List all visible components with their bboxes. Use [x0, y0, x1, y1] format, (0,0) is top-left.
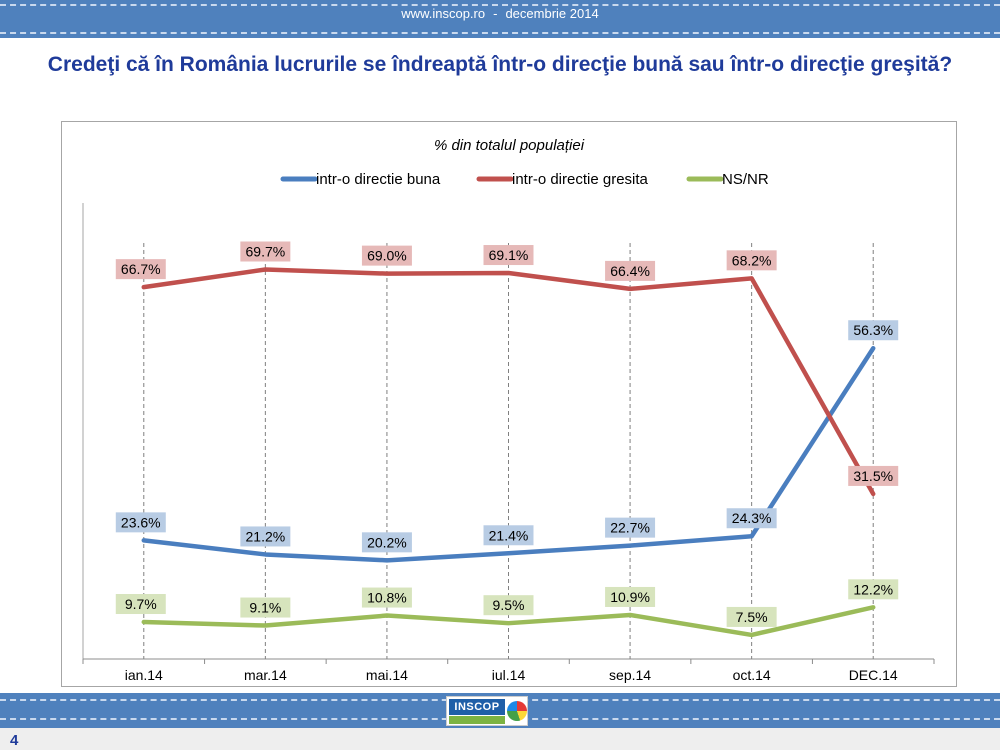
data-label: 68.2%: [732, 252, 772, 268]
data-label: 7.5%: [736, 609, 768, 625]
data-label: 20.2%: [367, 534, 407, 550]
data-label-bg: [848, 579, 899, 600]
header-separator: -: [493, 6, 498, 21]
data-label: 66.7%: [121, 261, 161, 277]
logo-text: INSCOP: [449, 699, 505, 715]
x-tick-label: oct.14: [733, 667, 771, 683]
x-tick-label: mar.14: [244, 667, 287, 683]
header-dash-bottom: [0, 32, 1000, 34]
data-label: 31.5%: [853, 468, 893, 484]
x-tick-label: sep.14: [609, 667, 651, 683]
data-label-bg: [361, 587, 412, 608]
legend-label: intr-o directie gresita: [512, 171, 649, 188]
x-tick-label: iul.14: [492, 667, 526, 683]
data-label: 69.1%: [489, 247, 529, 263]
data-label: 21.4%: [489, 527, 529, 543]
line-chart: ian.14 mar.14 mai.14 iul.14 sep.14 oct.14 DEC.…: [82, 137, 935, 683]
data-label: 10.9%: [610, 589, 650, 605]
data-label-bg: [483, 525, 534, 546]
header-text: www.inscop.ro - decembrie 2014: [0, 6, 1000, 21]
data-label-bg: [605, 260, 656, 281]
data-label: 9.7%: [125, 596, 157, 612]
data-label: 12.2%: [853, 581, 893, 597]
data-label-bg: [605, 586, 656, 607]
legend-label: intr-o directie buna: [316, 171, 441, 188]
data-label: 69.7%: [246, 244, 286, 260]
data-label-bg: [483, 245, 534, 266]
chart-subtitle: % din totalul populației: [434, 137, 585, 154]
page-number: 4: [10, 732, 19, 749]
data-label-bg: [115, 259, 166, 280]
data-label-bg: [240, 597, 291, 618]
data-label-bg: [848, 320, 899, 341]
legend-label: NS/NR: [722, 171, 769, 188]
data-label-bg: [726, 606, 777, 627]
data-label-bg: [115, 594, 166, 615]
inscop-logo: INSCOP: [446, 696, 528, 726]
data-label: 24.3%: [732, 510, 772, 526]
data-label: 23.6%: [121, 514, 161, 530]
data-label: 69.0%: [367, 248, 407, 264]
header-bar: www.inscop.ro - decembrie 2014: [0, 0, 1000, 38]
header-dash-top: [0, 4, 1000, 6]
data-label-bg: [726, 508, 777, 529]
series-line: [141, 267, 876, 497]
data-label: 21.2%: [246, 528, 286, 544]
pie-chart-icon: [507, 701, 527, 721]
data-label-bg: [361, 532, 412, 553]
data-label: 22.7%: [610, 520, 650, 536]
data-label: 9.5%: [493, 597, 525, 613]
x-tick-label: mai.14: [366, 667, 408, 683]
data-label-bg: [361, 245, 412, 266]
footer: [0, 728, 1000, 750]
data-label: 56.3%: [853, 322, 893, 338]
data-label-bg: [605, 517, 656, 538]
data-label: 66.4%: [610, 263, 650, 279]
x-tick-label: ian.14: [125, 667, 163, 683]
header-date: decembrie 2014: [505, 6, 599, 21]
data-label-bg: [848, 465, 899, 486]
data-label: 10.8%: [367, 590, 407, 606]
x-tick-label: DEC.14: [849, 667, 898, 683]
page-title: Credeţi că în România lucrurile se îndre…: [47, 53, 953, 76]
data-label: 9.1%: [249, 600, 281, 616]
data-label-bg: [483, 595, 534, 616]
data-label-bg: [115, 512, 166, 533]
series-line: [141, 345, 876, 563]
logo-underline: [449, 716, 505, 724]
series-line: [141, 605, 876, 638]
data-label-bg: [240, 241, 291, 262]
data-label-bg: [726, 250, 777, 271]
data-label-bg: [240, 526, 291, 547]
site-url[interactable]: www.inscop.ro: [401, 6, 486, 21]
